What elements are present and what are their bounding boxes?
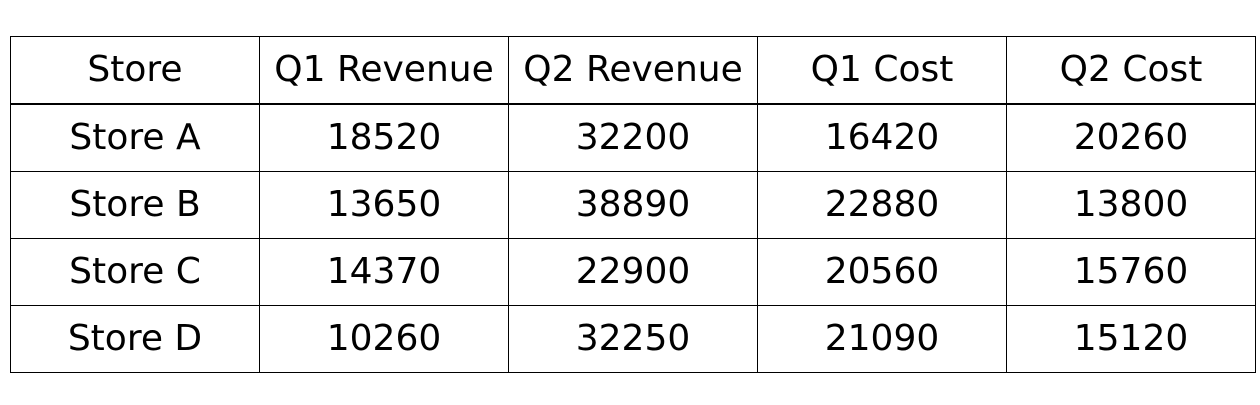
- table-row: Store D 10260 32250 21090 15120: [10, 305, 1256, 373]
- table-cell: 15120: [1006, 305, 1256, 373]
- table-body: Store A 18520 32200 16420 20260 Store B …: [10, 103, 1256, 373]
- table-row: Store A 18520 32200 16420 20260: [10, 103, 1256, 172]
- table-cell: 20560: [757, 238, 1007, 306]
- table-cell: 22900: [508, 238, 758, 306]
- column-header-q2-revenue: Q2 Revenue: [508, 36, 758, 105]
- table-cell: Store D: [10, 305, 260, 373]
- table-row: Store B 13650 38890 22880 13800: [10, 171, 1256, 239]
- table-cell: 14370: [259, 238, 509, 306]
- table-header: Store Q1 Revenue Q2 Revenue Q1 Cost Q2 C…: [10, 36, 1256, 105]
- table-cell: 15760: [1006, 238, 1256, 306]
- table-cell: 16420: [757, 103, 1007, 172]
- table-cell: 21090: [757, 305, 1007, 373]
- table-cell: 18520: [259, 103, 509, 172]
- column-header-q1-revenue: Q1 Revenue: [259, 36, 509, 105]
- table-cell: 20260: [1006, 103, 1256, 172]
- table-cell: 10260: [259, 305, 509, 373]
- column-header-q1-cost: Q1 Cost: [757, 36, 1007, 105]
- table-cell: 32200: [508, 103, 758, 172]
- table-cell: 13650: [259, 171, 509, 239]
- column-header-store: Store: [10, 36, 260, 105]
- table-cell: 22880: [757, 171, 1007, 239]
- header-row: Store Q1 Revenue Q2 Revenue Q1 Cost Q2 C…: [10, 36, 1256, 105]
- table-row: Store C 14370 22900 20560 15760: [10, 238, 1256, 306]
- table-cell: 38890: [508, 171, 758, 239]
- table-cell: Store A: [10, 103, 260, 172]
- table-cell: Store B: [10, 171, 260, 239]
- column-header-q2-cost: Q2 Cost: [1006, 36, 1256, 105]
- data-table: Store Q1 Revenue Q2 Revenue Q1 Cost Q2 C…: [10, 36, 1256, 373]
- table-cell: Store C: [10, 238, 260, 306]
- table-cell: 32250: [508, 305, 758, 373]
- table-cell: 13800: [1006, 171, 1256, 239]
